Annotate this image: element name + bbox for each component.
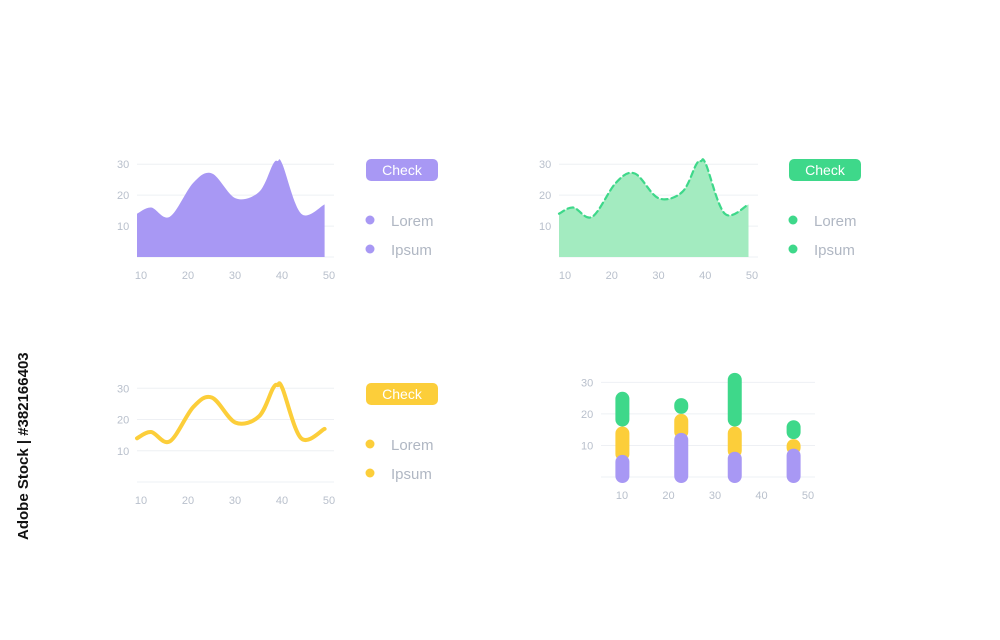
stock-watermark-text: Adobe Stock | #382166403	[15, 352, 32, 540]
y-tick-label: 30	[539, 159, 551, 171]
panel-1-check-label: Check	[382, 162, 423, 178]
x-tick-label: 10	[559, 270, 571, 282]
series-line	[135, 381, 327, 445]
y-tick-label: 20	[581, 409, 593, 421]
stacked-bar-segment	[786, 448, 801, 483]
x-tick-label: 30	[229, 495, 241, 507]
x-tick-label: 50	[323, 270, 335, 282]
y-tick-label: 10	[539, 221, 551, 233]
panel-1-legend-label-2: Ipsum	[391, 242, 432, 259]
panel-3-check-button[interactable]	[366, 383, 438, 405]
stacked-bar-segment	[727, 426, 742, 458]
y-tick-label: 10	[117, 446, 129, 458]
panel-2-check-label: Check	[805, 162, 846, 178]
x-tick-label: 10	[135, 270, 147, 282]
x-tick-label: 30	[709, 490, 721, 502]
y-tick-label: 20	[117, 415, 129, 427]
stacked-bar-segment	[674, 398, 689, 414]
panel-3-controls: Check Lorem Ipsum	[365, 383, 438, 483]
chart-4: 10 20 30 10 20 30 40 50	[581, 372, 815, 502]
panel-2-legend-dot-1	[788, 215, 798, 225]
stacked-bar-segment	[786, 420, 801, 440]
x-tick-label: 40	[699, 270, 711, 282]
stacked-bar-segment	[674, 413, 689, 439]
y-tick-label: 20	[539, 190, 551, 202]
y-tick-label: 30	[581, 377, 593, 389]
stacked-bar-segment	[727, 372, 742, 427]
x-tick-label: 40	[755, 490, 767, 502]
x-tick-label: 40	[276, 270, 288, 282]
panel-2-legend-label-1: Lorem	[814, 213, 857, 230]
area-fill	[137, 159, 325, 257]
stacked-bar-segment	[615, 426, 630, 461]
panel-2-check-button[interactable]	[789, 159, 861, 181]
panel-3-legend-label-1: Lorem	[391, 437, 434, 454]
stacked-bar-segment	[615, 391, 630, 427]
area-fill	[559, 159, 749, 257]
stacked-bar-segment	[727, 451, 742, 483]
x-tick-label: 20	[182, 495, 194, 507]
x-tick-label: 20	[662, 490, 674, 502]
x-tick-label: 50	[323, 495, 335, 507]
panel-3-check-label: Check	[382, 386, 423, 402]
x-tick-label: 20	[182, 270, 194, 282]
x-tick-label: 10	[135, 495, 147, 507]
x-tick-label: 50	[802, 490, 814, 502]
y-tick-label: 20	[117, 190, 129, 202]
chart-3: 10 20 30 10 20 30 40 50	[117, 381, 335, 507]
panel-2-legend-label-2: Ipsum	[814, 242, 855, 259]
chart-2: 10 20 30 10 20 30 40 50	[539, 158, 758, 282]
panel-2-controls: Check Lorem Ipsum	[788, 159, 861, 259]
x-tick-label: 30	[652, 270, 664, 282]
panel-1-controls: Check Lorem Ipsum	[365, 159, 438, 259]
x-tick-label: 10	[616, 490, 628, 502]
panel-1-check-button[interactable]	[366, 159, 438, 181]
x-tick-label: 40	[276, 495, 288, 507]
chart-1: 10 20 30 10 20 30 40 50	[117, 159, 335, 282]
panel-3-legend-dot-2	[365, 468, 375, 478]
panel-2-legend-dot-2	[788, 244, 798, 254]
panel-1-legend-label-1: Lorem	[391, 213, 434, 230]
y-tick-label: 10	[581, 440, 593, 452]
y-tick-label: 10	[117, 221, 129, 233]
dashed-line	[557, 158, 750, 219]
panel-1-legend-dot-2	[365, 244, 375, 254]
panel-1-legend-dot-1	[365, 215, 375, 225]
x-tick-label: 20	[606, 270, 618, 282]
stacked-bar-segment	[674, 432, 689, 483]
x-tick-label: 50	[746, 270, 758, 282]
x-tick-label: 30	[229, 270, 241, 282]
panel-3-legend-label-2: Ipsum	[391, 466, 432, 483]
y-tick-label: 30	[117, 383, 129, 395]
stacked-bar-segment	[615, 454, 630, 483]
y-tick-label: 30	[117, 159, 129, 171]
panel-3-legend-dot-1	[365, 439, 375, 449]
